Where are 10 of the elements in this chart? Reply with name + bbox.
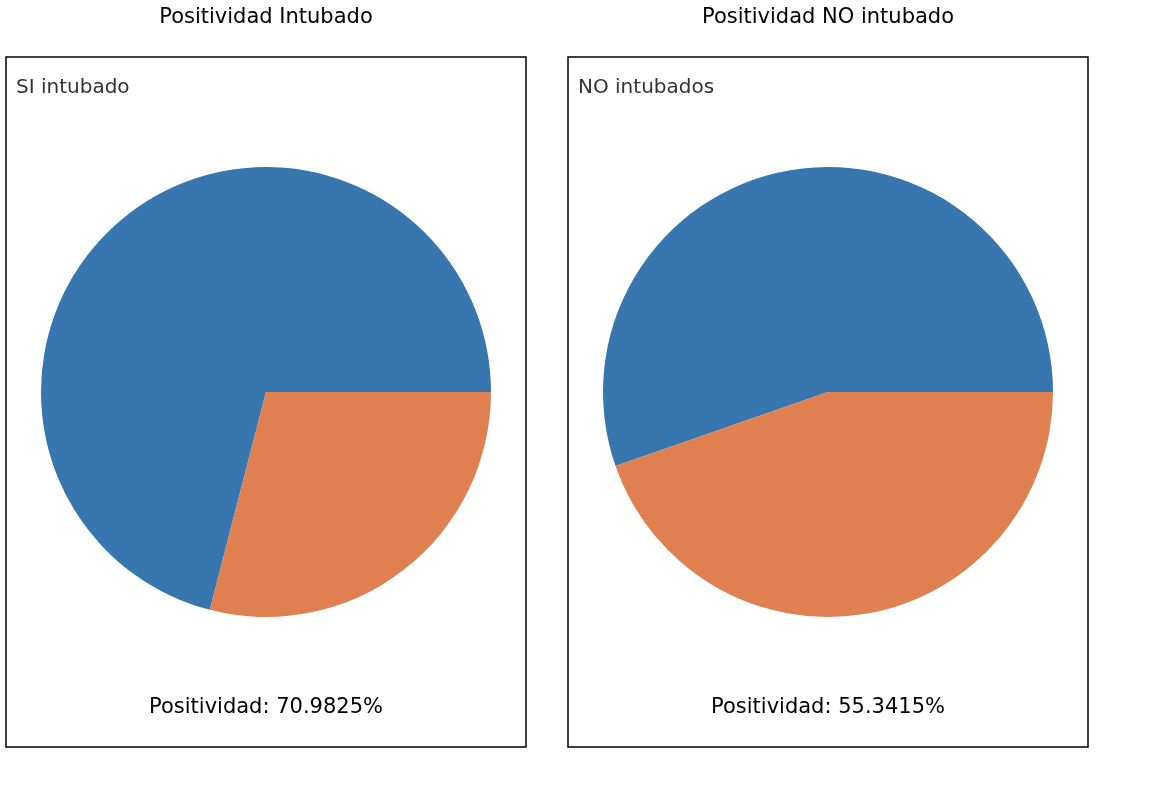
pie-slice: [603, 167, 1053, 467]
chart-subtitle: SI intubado: [16, 74, 130, 98]
chart-subtitle: NO intubados: [578, 74, 715, 98]
pie-slice: [41, 167, 491, 610]
text: Positividad: 70.9825%: [149, 694, 383, 718]
pie-slice: [209, 392, 491, 617]
chart-title: Positividad NO intubado: [701, 4, 955, 28]
text: Positividad: 55.3415%: [711, 694, 945, 718]
chart-title: Positividad Intubado: [159, 4, 373, 28]
pie-slice: [615, 392, 1053, 617]
